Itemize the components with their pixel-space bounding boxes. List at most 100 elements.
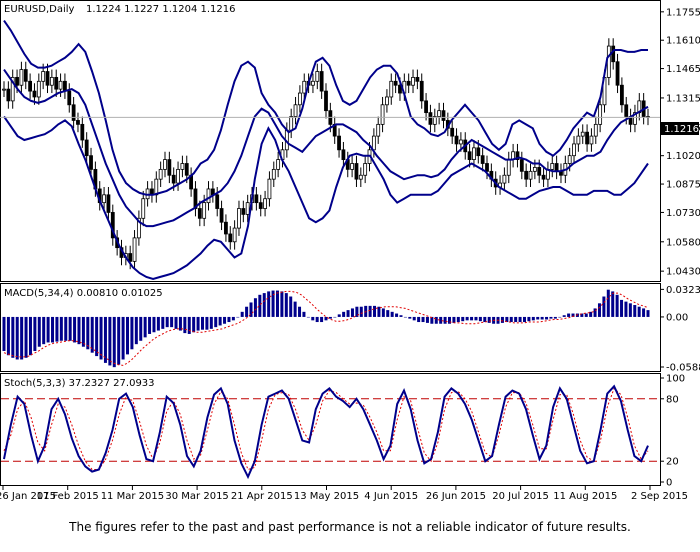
- price-candle: [541, 174, 546, 180]
- macd-bar: [236, 316, 240, 318]
- macd-bar: [227, 316, 231, 323]
- price-candle: [454, 135, 459, 145]
- macd-bar: [302, 311, 306, 317]
- macd-bar: [350, 308, 354, 317]
- macd-bar: [522, 316, 526, 323]
- price-candle: [36, 80, 41, 98]
- price-candle: [389, 80, 394, 98]
- macd-bar: [223, 316, 227, 324]
- macd-bar: [161, 316, 165, 329]
- price-candle: [633, 112, 637, 125]
- macd-bar: [298, 306, 302, 317]
- macd-bar: [28, 316, 32, 356]
- macd-bar: [390, 311, 394, 317]
- macd-bar: [527, 316, 531, 322]
- price-tick-label: 1.0580: [666, 237, 700, 248]
- macd-bar: [108, 316, 112, 366]
- price-candle: [136, 217, 141, 239]
- price-candle: [385, 96, 389, 106]
- price-candle: [554, 163, 559, 172]
- stoch-tick-label: 20: [666, 457, 679, 468]
- macd-bar: [68, 316, 72, 341]
- macd-bar: [187, 316, 191, 334]
- macd-bar: [267, 291, 271, 317]
- disclaimer-text: The figures refer to the past and past p…: [69, 520, 631, 534]
- price-candle: [163, 159, 167, 170]
- price-candle: [528, 170, 533, 180]
- price-candle: [515, 151, 520, 160]
- price-candle: [2, 88, 6, 91]
- date-tick-label: 20 Jul 2015: [492, 491, 549, 502]
- macd-bar: [597, 303, 601, 317]
- macd-bar: [399, 315, 403, 317]
- price-candle: [311, 80, 315, 86]
- macd-bar: [311, 316, 315, 321]
- date-tick-label: 26 Jun 2015: [426, 491, 486, 502]
- macd-bar: [443, 316, 447, 324]
- date-tick-label: 30 Mar 2015: [165, 491, 228, 502]
- price-candle: [624, 104, 629, 117]
- price-candle: [202, 202, 207, 219]
- macd-bar: [192, 316, 196, 333]
- macd-bar: [514, 316, 518, 323]
- macd-bar: [531, 316, 535, 321]
- macd-bar: [196, 316, 200, 331]
- macd-bar: [284, 293, 288, 317]
- price-candle: [158, 168, 163, 180]
- price-candle: [180, 163, 185, 170]
- date-tick-label: 26 Jan 2015: [0, 491, 56, 502]
- price-candle: [197, 208, 202, 219]
- macd-bar: [403, 316, 407, 318]
- price-candle: [128, 253, 133, 262]
- price-candle: [49, 76, 54, 86]
- price-candle: [380, 104, 385, 125]
- macd-bar: [430, 316, 434, 324]
- macd-bar: [55, 316, 59, 342]
- date-tick-label: 17 Feb 2015: [37, 491, 99, 502]
- price-candle: [458, 139, 463, 145]
- macd-bar: [553, 316, 557, 319]
- macd-bar: [567, 313, 571, 317]
- date-tick-label: 21 Apr 2015: [231, 491, 293, 502]
- macd-bar: [249, 302, 253, 317]
- price-candle: [41, 71, 46, 82]
- macd-bar: [324, 316, 328, 321]
- macd-bar: [42, 316, 46, 345]
- price-candle: [206, 188, 211, 204]
- macd-bar: [20, 316, 24, 360]
- bollinger-upper-line: [3, 20, 648, 196]
- macd-bar: [589, 311, 593, 317]
- macd-bar: [434, 316, 438, 324]
- macd-bar: [37, 316, 41, 347]
- macd-bar: [165, 316, 169, 328]
- price-candle: [354, 163, 359, 180]
- price-candle: [237, 208, 241, 229]
- macd-bar: [456, 316, 460, 323]
- date-tick-label: 11 Aug 2015: [553, 491, 617, 502]
- macd-bar: [381, 308, 385, 317]
- price-candle: [193, 188, 198, 209]
- macd-bar: [439, 316, 443, 324]
- macd-bar: [152, 316, 156, 333]
- macd-bar: [646, 310, 650, 317]
- price-candle: [23, 69, 28, 82]
- macd-bar: [240, 311, 244, 317]
- price-candle: [258, 202, 263, 209]
- macd-bar: [328, 316, 332, 319]
- price-candle: [567, 155, 572, 164]
- macd-bar: [483, 316, 487, 323]
- price-candle: [263, 198, 267, 209]
- price-candle: [424, 100, 428, 114]
- macd-bar: [73, 316, 77, 343]
- price-candle: [363, 163, 368, 176]
- price-candle: [76, 120, 80, 125]
- price-candle: [406, 80, 411, 86]
- macd-tick-label: -0.05884: [666, 363, 700, 374]
- macd-bar: [130, 316, 134, 350]
- price-candle: [337, 135, 341, 151]
- price-candle: [19, 69, 24, 86]
- price-candle: [398, 84, 402, 94]
- macd-bar: [395, 313, 399, 317]
- macd-bar: [86, 316, 90, 350]
- macd-signal-line: [3, 290, 649, 366]
